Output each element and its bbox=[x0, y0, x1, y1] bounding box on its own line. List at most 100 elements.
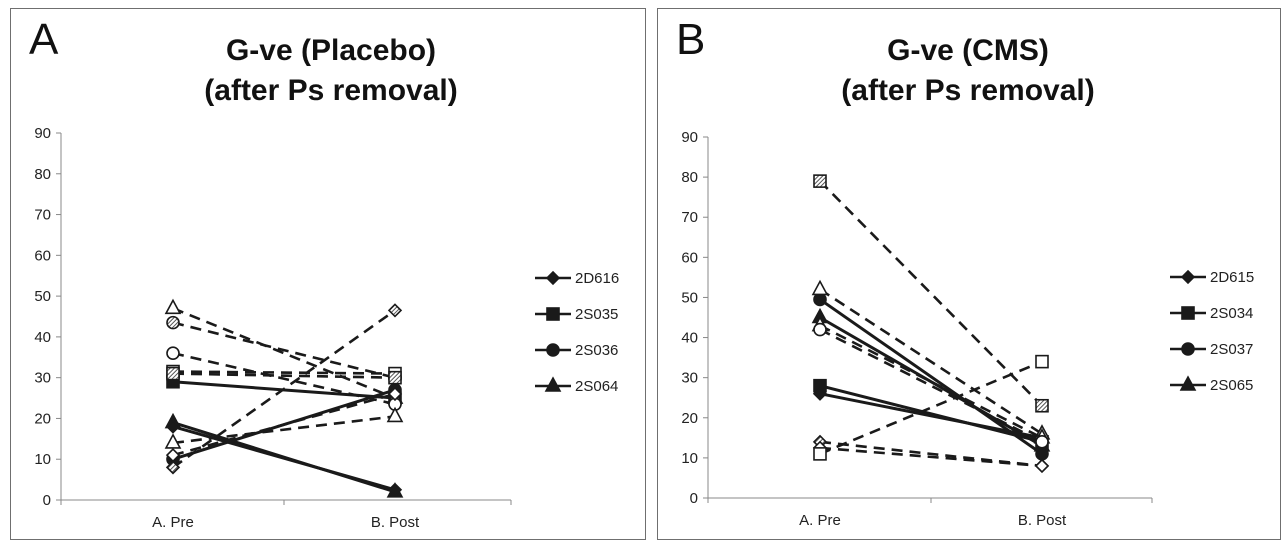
y-tick-label: 60 bbox=[681, 249, 698, 266]
y-tick-label: 20 bbox=[681, 410, 698, 427]
series-line bbox=[164, 406, 404, 449]
series-segment bbox=[172, 392, 396, 457]
series-segment bbox=[819, 324, 1043, 439]
series-segment bbox=[172, 370, 396, 375]
data-point bbox=[388, 370, 402, 385]
y-tick-label: 70 bbox=[34, 207, 51, 224]
data-point bbox=[387, 386, 403, 402]
series-line bbox=[166, 346, 402, 411]
legend-item: 2S037 bbox=[1170, 341, 1253, 358]
data-point bbox=[164, 433, 182, 449]
x-tick-label: B. Post bbox=[371, 514, 420, 531]
data-point bbox=[1035, 398, 1049, 413]
series-line bbox=[165, 386, 403, 463]
legend-item: 2S036 bbox=[535, 342, 618, 359]
legend-marker bbox=[545, 270, 561, 286]
series-line bbox=[166, 366, 402, 385]
legend-item: 2D616 bbox=[535, 270, 619, 287]
data-point bbox=[813, 292, 827, 307]
y-tick-label: 30 bbox=[34, 370, 51, 387]
chart-title-line-1: G-ve (CMS) bbox=[887, 34, 1049, 67]
series-segment bbox=[819, 316, 1043, 448]
legend-marker bbox=[1181, 342, 1195, 356]
y-tick-label: 50 bbox=[34, 288, 51, 305]
x-tick-label: A. Pre bbox=[152, 514, 194, 531]
series-segment bbox=[172, 372, 396, 379]
series-segment bbox=[819, 328, 1043, 444]
series-line bbox=[165, 303, 403, 475]
panel-label: B bbox=[676, 15, 706, 64]
chart-panel-a: A G-ve (Placebo) (after Ps removal) 0 10 2… bbox=[10, 8, 646, 540]
series-segment bbox=[819, 392, 1043, 440]
y-tick-label: 80 bbox=[681, 169, 698, 186]
chart-panel-b: B G-ve (CMS) (after Ps removal) 0 10 20 30 4… bbox=[657, 8, 1281, 540]
data-point bbox=[387, 303, 403, 318]
y-tick-label: 80 bbox=[34, 166, 51, 183]
data-point bbox=[1035, 435, 1049, 449]
chart-title-line-2: (after Ps removal) bbox=[204, 74, 458, 107]
line-chart-plot: 0 10 20 30 40 50 60 70 80 90 A. Pre B. Post 2D616 2S0… bbox=[34, 125, 619, 531]
series-line bbox=[812, 434, 1050, 474]
data-point bbox=[811, 279, 829, 296]
series-line bbox=[812, 440, 1050, 474]
y-tick-label: 0 bbox=[43, 492, 51, 509]
series-segment bbox=[172, 415, 396, 445]
data-point bbox=[166, 346, 180, 361]
data-point bbox=[166, 366, 180, 381]
legend-item: 2S035 bbox=[535, 306, 618, 323]
series-segment bbox=[172, 307, 396, 400]
series-segment bbox=[819, 384, 1043, 444]
panel-label: A bbox=[29, 15, 59, 64]
series-segment bbox=[819, 446, 1043, 468]
series-segment bbox=[172, 309, 396, 469]
y-tick-label: 40 bbox=[681, 330, 698, 347]
y-tick-label: 90 bbox=[681, 129, 698, 146]
y-tick-label: 10 bbox=[681, 450, 698, 467]
data-point bbox=[387, 482, 403, 497]
data-point bbox=[813, 322, 827, 337]
legend-label: 2S036 bbox=[575, 342, 618, 359]
x-tick-label: A. Pre bbox=[799, 512, 841, 529]
chart-title-line-2: (after Ps removal) bbox=[841, 74, 1095, 107]
legend-item: 2S064 bbox=[535, 376, 618, 395]
legend-marker bbox=[1179, 375, 1197, 391]
series-line bbox=[811, 307, 1051, 452]
series-segment bbox=[172, 321, 396, 379]
series-line bbox=[813, 322, 1049, 449]
line-chart-plot: 0 10 20 30 40 50 60 70 80 90 A. Pre B. Post 2D615 2S0… bbox=[681, 129, 1254, 529]
series-segment bbox=[172, 351, 396, 406]
y-tick-label: 50 bbox=[681, 289, 698, 306]
series-line bbox=[164, 412, 404, 498]
series-segment bbox=[819, 288, 1043, 435]
y-tick-label: 70 bbox=[681, 209, 698, 226]
y-tick-label: 20 bbox=[34, 410, 51, 427]
legend-label: 2D615 bbox=[1210, 269, 1254, 286]
chart-title-line-1: G-ve (Placebo) bbox=[225, 34, 437, 67]
legend-label: 2S065 bbox=[1210, 377, 1253, 394]
series-line bbox=[813, 292, 1049, 461]
series-segment bbox=[819, 180, 1043, 407]
legend-marker bbox=[1181, 306, 1195, 320]
legend-item: 2D615 bbox=[1170, 269, 1254, 286]
legend-item: 2S065 bbox=[1170, 375, 1253, 394]
y-tick-label: 60 bbox=[34, 247, 51, 264]
legend-item: 2S034 bbox=[1170, 305, 1253, 322]
data-point bbox=[164, 298, 182, 315]
series-line bbox=[813, 378, 1049, 449]
legend-label: 2S064 bbox=[575, 378, 618, 395]
data-point bbox=[165, 460, 181, 475]
data-point bbox=[813, 174, 827, 188]
data-point bbox=[812, 386, 828, 401]
data-point bbox=[813, 447, 827, 461]
legend-label: 2S034 bbox=[1210, 305, 1253, 322]
y-tick-label: 30 bbox=[681, 370, 698, 387]
data-point bbox=[1034, 458, 1050, 474]
y-tick-label: 40 bbox=[34, 329, 51, 346]
legend-label: 2S035 bbox=[575, 306, 618, 323]
legend-label: 2S037 bbox=[1210, 341, 1253, 358]
series-segment bbox=[819, 360, 1043, 456]
legend-marker bbox=[546, 343, 560, 357]
y-tick-label: 10 bbox=[34, 451, 51, 468]
data-point bbox=[165, 419, 181, 434]
legend-marker bbox=[1180, 269, 1196, 285]
